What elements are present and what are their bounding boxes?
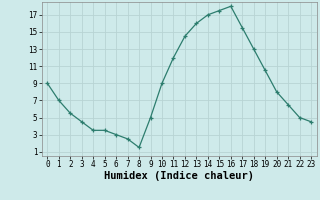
X-axis label: Humidex (Indice chaleur): Humidex (Indice chaleur)	[104, 171, 254, 181]
